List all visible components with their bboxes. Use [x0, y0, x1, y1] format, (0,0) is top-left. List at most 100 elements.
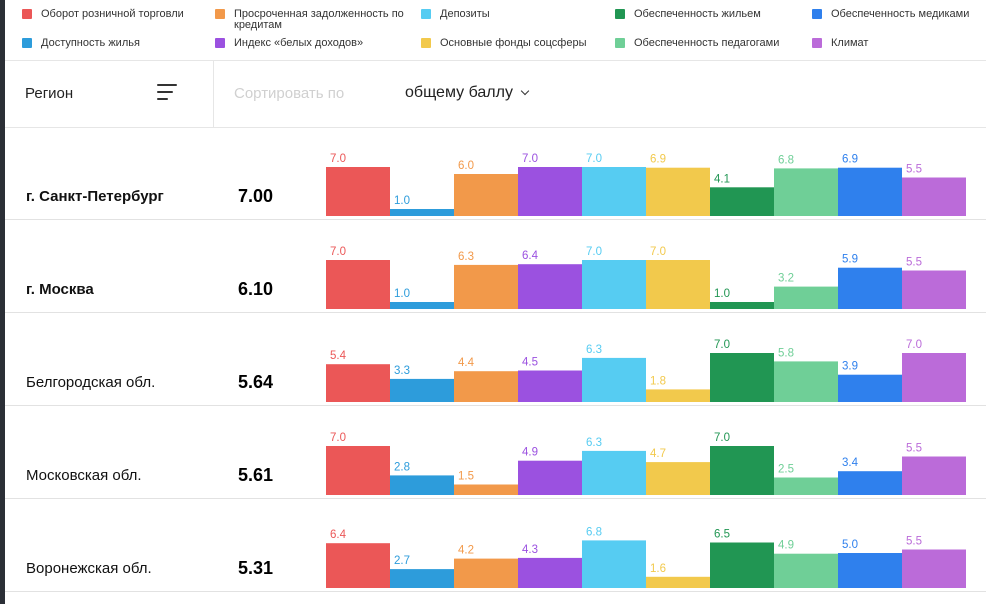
- bar[interactable]: [902, 549, 966, 589]
- legend-item[interactable]: Климат: [812, 38, 868, 49]
- bar[interactable]: [838, 167, 902, 216]
- bar[interactable]: [518, 460, 582, 495]
- bar[interactable]: [710, 302, 774, 309]
- bar[interactable]: [774, 553, 838, 588]
- region-row[interactable]: 7.0 1.0 6.0 7.0 7.0 6.9 4.1 6.8 6.9 5.5 г. Санкт-П…: [5, 127, 986, 220]
- bar[interactable]: [774, 361, 838, 402]
- bar-value-label: 2.5: [778, 464, 794, 476]
- bar[interactable]: [838, 267, 902, 309]
- region-name: Воронежская обл.: [26, 560, 152, 577]
- legend-item[interactable]: Индекс «белых доходов»: [215, 38, 363, 49]
- legend-label: Просроченная задолженность по кредитам: [234, 8, 404, 31]
- region-row[interactable]: 5.4 3.3 4.4 4.5 6.3 1.8 7.0 5.8 3.9 7.0 Белгородск…: [5, 313, 986, 406]
- filter-icon[interactable]: [157, 84, 177, 102]
- bar[interactable]: [774, 168, 838, 216]
- bar[interactable]: [710, 187, 774, 216]
- bar[interactable]: [582, 260, 646, 309]
- bar[interactable]: [390, 209, 454, 216]
- legend-item[interactable]: Обеспеченность медиками: [812, 9, 969, 20]
- bar-value-label: 1.0: [714, 288, 730, 300]
- legend-item[interactable]: Обеспеченность жильем: [615, 9, 761, 20]
- bar[interactable]: [774, 477, 838, 496]
- bar[interactable]: [710, 446, 774, 495]
- bar[interactable]: [902, 456, 966, 496]
- toolbar-divider: [213, 61, 214, 127]
- bar[interactable]: [518, 557, 582, 588]
- region-name: Белгородская обл.: [26, 374, 156, 391]
- legend-swatch: [215, 38, 225, 48]
- bar-value-label: 6.5: [714, 529, 730, 541]
- legend-item[interactable]: Просроченная задолженность по кредитам: [215, 9, 409, 31]
- bar[interactable]: [582, 540, 646, 588]
- bar-value-label: 7.0: [330, 246, 346, 258]
- region-bar-chart: 6.4 2.7 4.2 4.3 6.8 1.6 6.5 4.9 5.0 5.5: [326, 526, 966, 589]
- bar-value-label: 7.0: [586, 153, 602, 165]
- sort-dropdown[interactable]: общему баллу: [405, 84, 530, 102]
- bar-value-label: 7.0: [714, 432, 730, 444]
- bar-value-label: 7.0: [906, 339, 922, 351]
- bar[interactable]: [518, 167, 582, 216]
- legend-item[interactable]: Доступность жилья: [22, 38, 140, 49]
- legend-item[interactable]: Депозиты: [421, 9, 490, 20]
- bar-value-label: 5.8: [778, 347, 794, 359]
- bar[interactable]: [326, 446, 390, 495]
- bar[interactable]: [326, 543, 390, 588]
- region-row[interactable]: 7.0 2.8 1.5 4.9 6.3 4.7 7.0 2.5 3.4 5.5 Московская…: [5, 406, 986, 499]
- bar-value-label: 1.5: [458, 471, 474, 483]
- bar[interactable]: [454, 484, 518, 496]
- region-row[interactable]: 7.0 1.0 6.3 6.4 7.0 7.0 1.0 3.2 5.9 5.5 г. Москва 6…: [5, 220, 986, 313]
- bar[interactable]: [582, 167, 646, 216]
- bar-value-label: 7.0: [330, 432, 346, 444]
- bar-value-label: 6.4: [522, 250, 539, 262]
- bar[interactable]: [454, 371, 518, 402]
- bar-value-label: 6.3: [586, 344, 602, 356]
- bar-value-label: 1.0: [394, 195, 410, 207]
- bar[interactable]: [646, 167, 710, 216]
- bar[interactable]: [646, 576, 710, 588]
- bar-value-label: 4.9: [778, 540, 794, 552]
- bar[interactable]: [390, 378, 454, 402]
- bar-value-label: 7.0: [650, 246, 666, 258]
- bar[interactable]: [518, 264, 582, 309]
- legend-swatch: [615, 38, 625, 48]
- bar-value-label: 4.2: [458, 545, 474, 557]
- bar-value-label: 6.9: [650, 154, 666, 166]
- bar[interactable]: [838, 374, 902, 402]
- legend-label: Обеспеченность медиками: [831, 8, 970, 20]
- legend-item[interactable]: Оборот розничной торговли: [22, 9, 184, 20]
- bar[interactable]: [454, 558, 518, 588]
- region-row[interactable]: 6.4 2.7 4.2 4.3 6.8 1.6 6.5 4.9 5.0 5.5 Воронежска…: [5, 499, 986, 592]
- region-bar-chart: 7.0 2.8 1.5 4.9 6.3 4.7 7.0 2.5 3.4 5.5: [326, 432, 966, 496]
- bar[interactable]: [582, 357, 646, 402]
- bar[interactable]: [710, 542, 774, 589]
- bar[interactable]: [390, 475, 454, 495]
- bar[interactable]: [774, 286, 838, 309]
- bar[interactable]: [518, 370, 582, 403]
- legend-item[interactable]: Основные фонды соцсферы: [421, 38, 586, 49]
- bar[interactable]: [390, 569, 454, 588]
- bar[interactable]: [902, 177, 966, 217]
- bar[interactable]: [390, 302, 454, 309]
- bar[interactable]: [902, 270, 966, 310]
- bar[interactable]: [326, 364, 390, 402]
- bar[interactable]: [646, 462, 710, 495]
- bar-value-label: 6.3: [458, 251, 474, 263]
- bar[interactable]: [710, 353, 774, 402]
- bar[interactable]: [838, 553, 902, 588]
- region-score: 7.00: [237, 186, 273, 206]
- region-name: г. Санкт-Петербург: [26, 188, 164, 205]
- bar[interactable]: [646, 260, 710, 309]
- toolbar: Регион Сортировать по общему баллу: [5, 60, 986, 128]
- legend-label: Доступность жилья: [41, 37, 140, 49]
- legend-item[interactable]: Обеспеченность педагогами: [615, 38, 779, 49]
- bar[interactable]: [326, 260, 390, 309]
- bar[interactable]: [902, 353, 966, 402]
- bar[interactable]: [838, 471, 902, 495]
- bar[interactable]: [454, 264, 518, 309]
- bar[interactable]: [326, 167, 390, 216]
- bar[interactable]: [582, 450, 646, 495]
- bar-value-label: 3.2: [778, 273, 794, 285]
- bar-value-label: 7.0: [330, 153, 346, 165]
- bar[interactable]: [454, 174, 518, 216]
- bar[interactable]: [646, 389, 710, 402]
